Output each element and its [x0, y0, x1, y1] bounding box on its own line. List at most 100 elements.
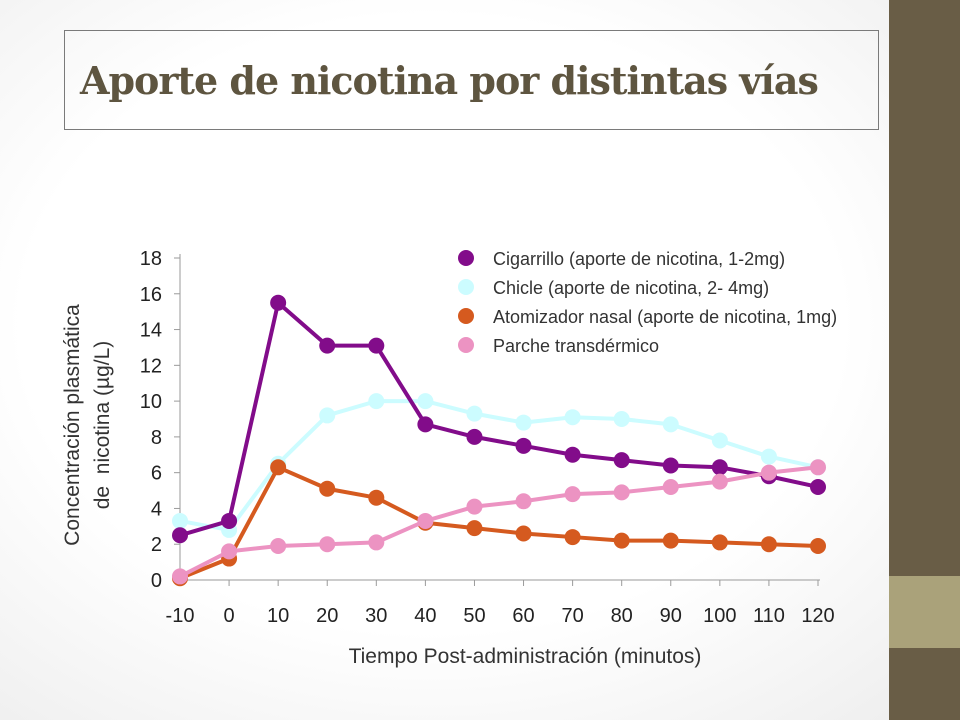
y-tick-label: 14 — [140, 320, 162, 342]
data-point — [319, 536, 336, 553]
x-tick-label: -10 — [166, 605, 195, 627]
chart-legend: Cigarrillo (aporte de nicotina, 1-2mg) Ch… — [458, 249, 837, 356]
data-point — [810, 538, 826, 555]
data-point — [172, 512, 188, 529]
data-point — [613, 411, 630, 427]
y-tick-label: 6 — [151, 463, 162, 485]
y-axis-label-line: Concentración plasmática — [61, 304, 84, 546]
data-point — [319, 480, 336, 497]
legend-item: Cigarrillo (aporte de nicotina, 1-2mg) — [458, 249, 785, 269]
x-tick-label: 80 — [611, 605, 633, 627]
series-line — [179, 300, 819, 538]
data-point — [172, 568, 188, 585]
series-1 — [172, 393, 826, 538]
data-point — [564, 486, 581, 503]
series-line — [179, 465, 819, 581]
legend-marker — [458, 279, 474, 295]
data-point — [515, 493, 532, 510]
x-tick-label: 20 — [316, 605, 338, 627]
data-point — [711, 473, 728, 490]
series-line — [179, 399, 819, 532]
data-point — [760, 448, 777, 465]
legend-item: Parche transdérmico — [458, 336, 659, 356]
legend-item: Chicle (aporte de nicotina, 2- 4mg) — [458, 278, 769, 298]
data-point — [711, 432, 728, 449]
side-accent-block — [889, 576, 960, 648]
y-tick-label: 16 — [140, 284, 162, 306]
x-tick-label: 90 — [660, 605, 682, 627]
data-point — [319, 337, 336, 354]
data-point — [760, 464, 777, 481]
legend-item: Atomizador nasal (aporte de nicotina, 1m… — [458, 307, 837, 327]
data-point — [417, 416, 434, 433]
y-axis-label: Concentración plasmática de nicotina (µg/… — [61, 304, 114, 546]
y-tick-label: 18 — [140, 248, 162, 270]
x-tick-label: 50 — [463, 605, 485, 627]
data-point — [466, 520, 483, 537]
data-point — [662, 478, 679, 495]
legend-label: Chicle (aporte de nicotina, 2- 4mg) — [493, 278, 769, 298]
data-point — [564, 409, 581, 426]
x-tick-label: 110 — [753, 605, 785, 627]
chart-series — [172, 294, 826, 587]
data-point — [172, 527, 188, 544]
y-tick-label: 8 — [151, 427, 162, 449]
legend-label: Cigarrillo (aporte de nicotina, 1-2mg) — [493, 249, 785, 269]
data-point — [711, 459, 728, 476]
data-point — [760, 536, 777, 553]
data-point — [613, 532, 630, 549]
y-tick-label: 4 — [151, 498, 162, 520]
x-tick-label: 10 — [267, 605, 289, 627]
data-point — [221, 543, 238, 560]
data-point — [368, 393, 385, 410]
data-point — [564, 446, 581, 463]
x-tick-label: 0 — [224, 605, 235, 627]
data-point — [368, 534, 385, 551]
data-point — [662, 457, 679, 474]
data-point — [810, 478, 826, 495]
data-point — [417, 393, 434, 410]
data-point — [613, 452, 630, 469]
data-point — [515, 414, 532, 431]
x-tick-label: 100 — [703, 605, 736, 627]
data-point — [319, 407, 336, 424]
x-tick-label: 40 — [414, 605, 436, 627]
legend-marker — [458, 250, 474, 266]
x-tick-label: 30 — [365, 605, 387, 627]
data-point — [466, 498, 483, 515]
x-tick-label: 60 — [512, 605, 534, 627]
legend-label: Parche transdérmico — [493, 336, 659, 356]
data-point — [613, 484, 630, 501]
legend-marker — [458, 337, 474, 353]
data-point — [270, 459, 287, 476]
data-point — [368, 489, 385, 506]
legend-marker — [458, 308, 474, 324]
y-tick-label: 10 — [140, 391, 162, 413]
x-axis-label: Tiempo Post-administración (minutos) — [349, 645, 702, 668]
y-tick-label: 2 — [151, 534, 162, 556]
data-point — [417, 512, 434, 529]
data-point — [711, 534, 728, 551]
data-point — [564, 529, 581, 546]
data-point — [466, 428, 483, 445]
data-point — [368, 337, 385, 354]
y-axis-label-line: de nicotina (µg/L) — [91, 341, 114, 510]
chart-axis-labels: Tiempo Post-administración (minutos) Conc… — [61, 304, 701, 668]
series-4 — [172, 459, 826, 585]
title-frame — [64, 30, 879, 130]
legend-label: Atomizador nasal (aporte de nicotina, 1m… — [493, 307, 837, 327]
data-point — [662, 416, 679, 433]
slide-title: Aporte de nicotina por distintas vías — [80, 58, 819, 103]
x-tick-label: 120 — [801, 605, 834, 627]
x-tick-label: 70 — [561, 605, 583, 627]
data-point — [221, 512, 238, 529]
data-point — [515, 437, 532, 454]
data-point — [270, 538, 287, 555]
data-point — [515, 525, 532, 542]
series-line — [179, 465, 819, 579]
data-point — [810, 459, 826, 476]
y-tick-label: 12 — [140, 355, 162, 377]
y-tick-label: 0 — [151, 570, 162, 592]
